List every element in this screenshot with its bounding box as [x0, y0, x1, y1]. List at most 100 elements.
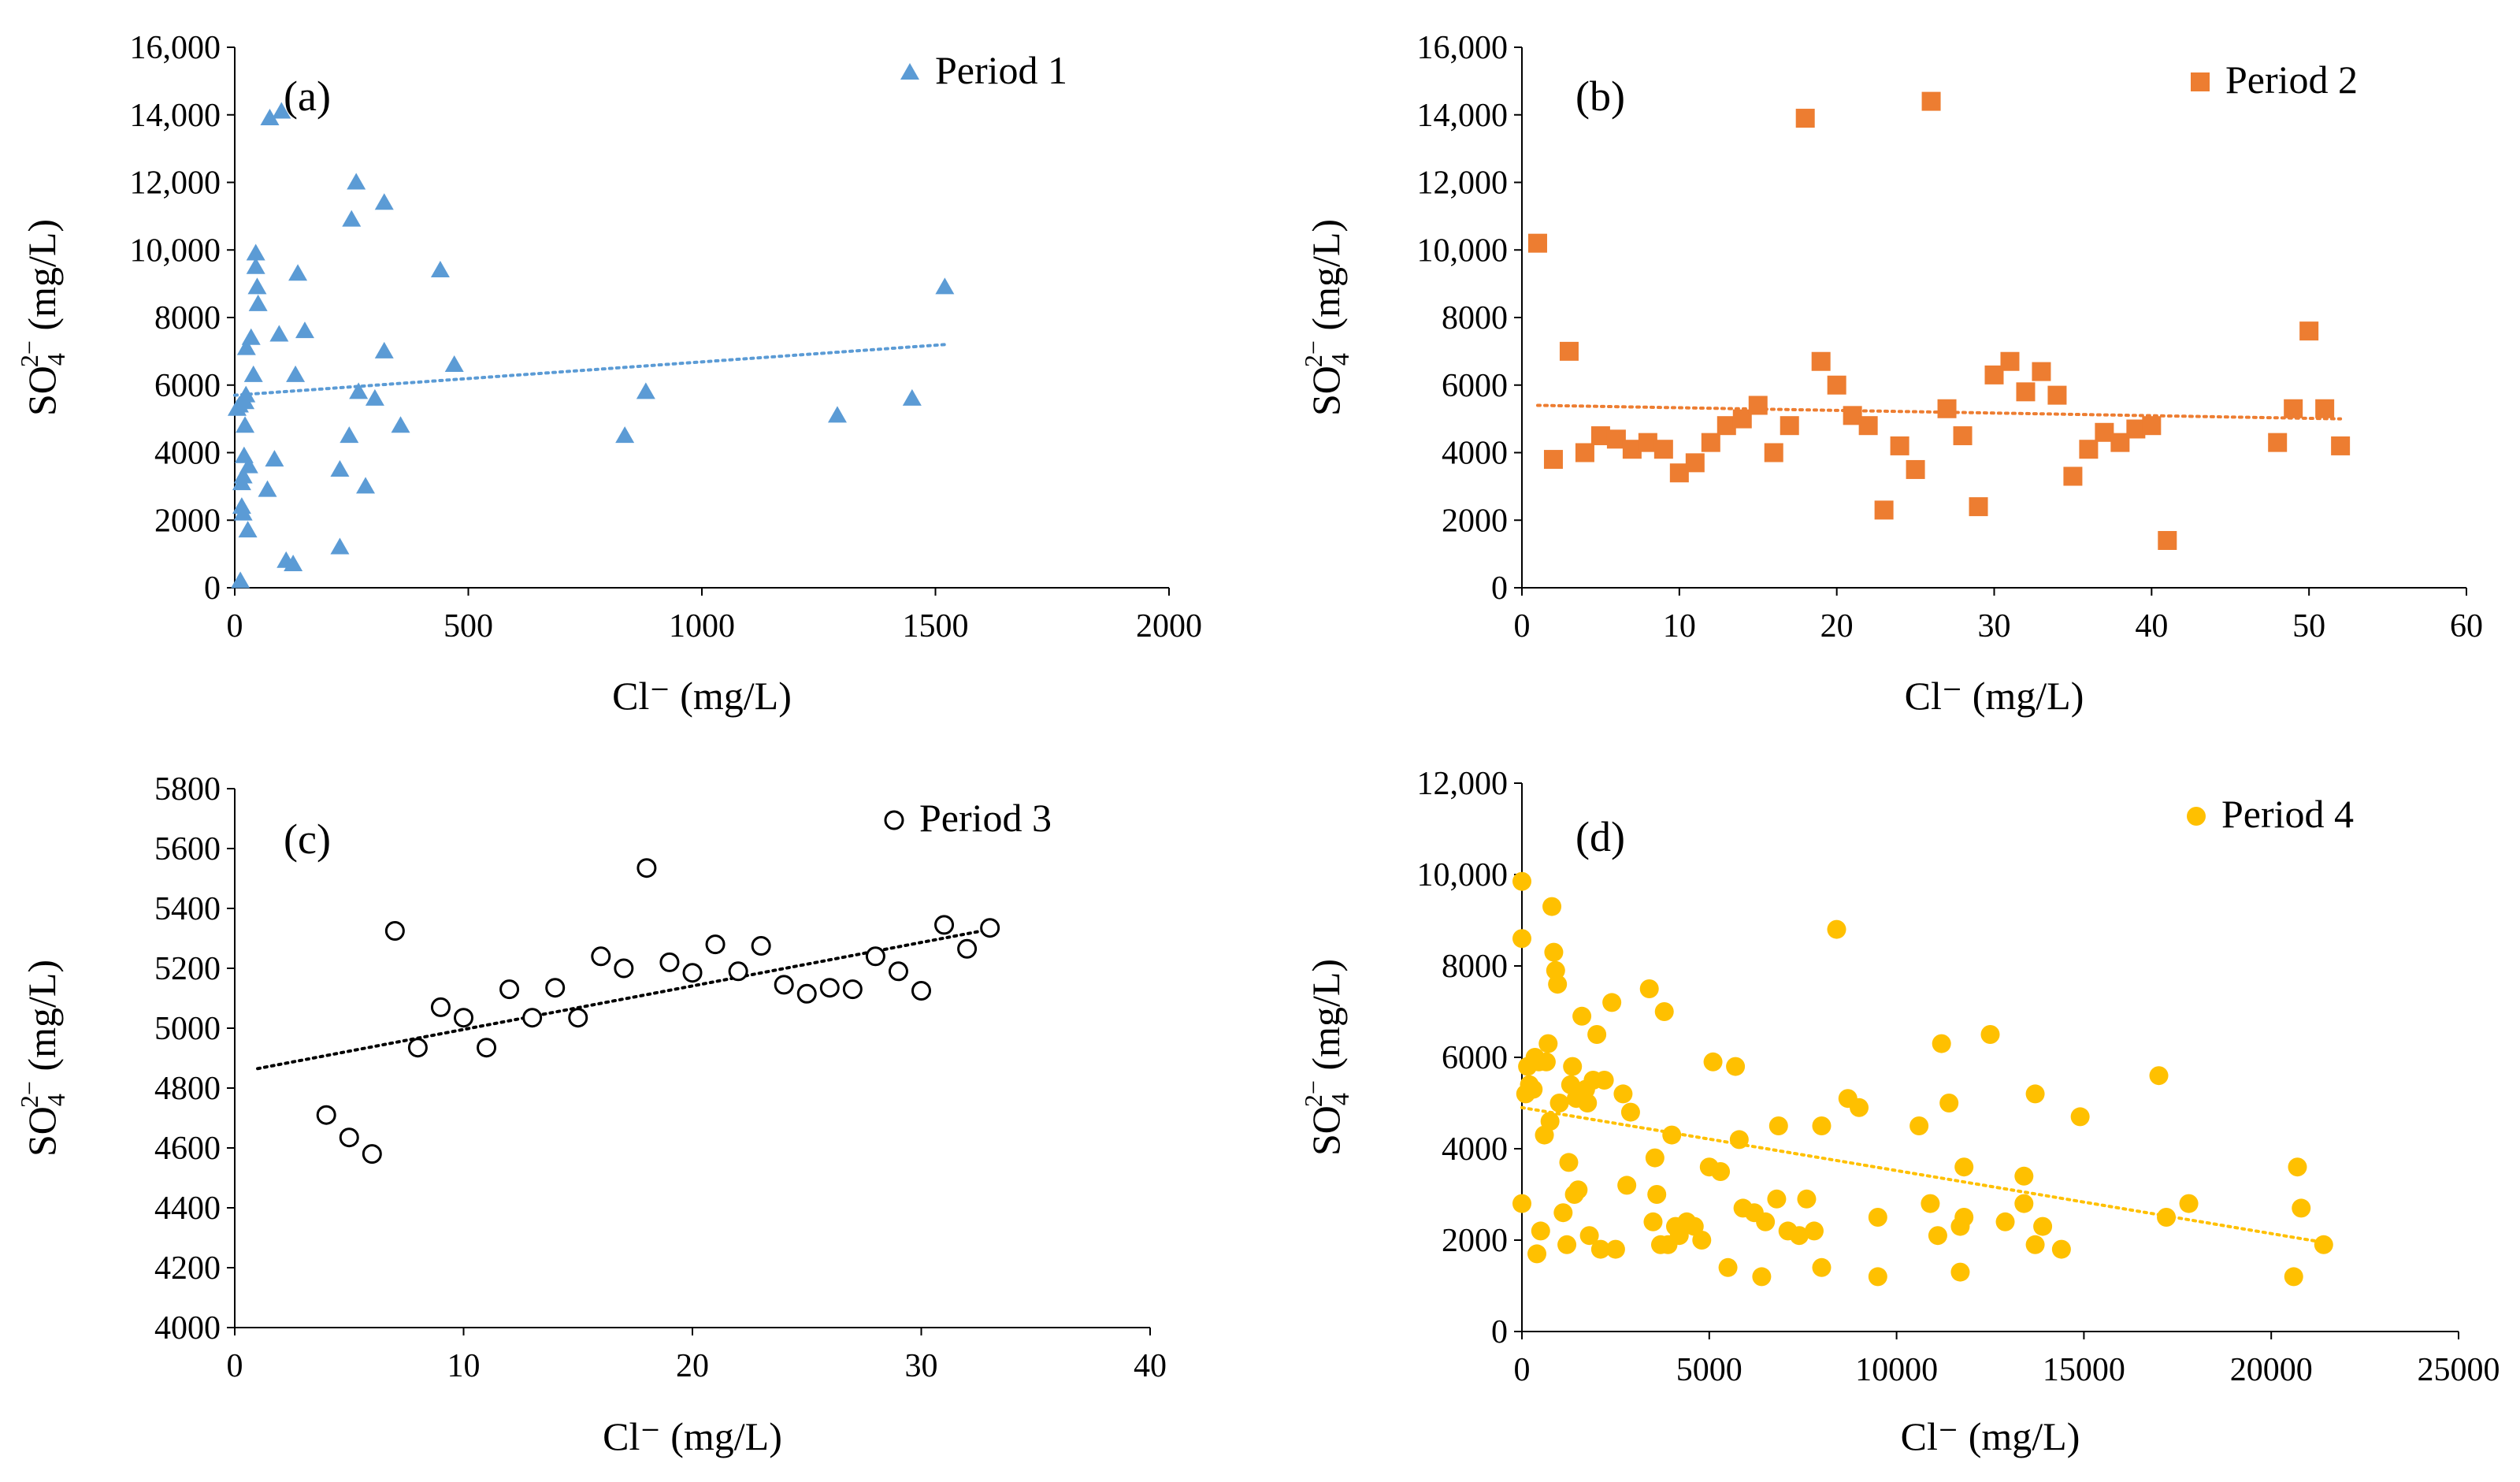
data-point	[1645, 1148, 1665, 1168]
data-point	[272, 102, 291, 119]
data-point	[1950, 1262, 1970, 1282]
data-point	[2016, 382, 2036, 402]
data-point	[316, 1105, 336, 1125]
data-point	[1639, 979, 1659, 998]
data-point	[1563, 1057, 1583, 1076]
data-point	[614, 958, 634, 979]
data-point	[2288, 1157, 2307, 1177]
y-tick-label: 2000	[154, 503, 221, 539]
data-point	[2051, 1239, 2071, 1259]
y-tick-label: 10,000	[1417, 857, 1509, 893]
data-point	[241, 328, 261, 345]
legend-marker	[900, 63, 919, 80]
data-point	[1578, 1094, 1598, 1112]
data-point	[1858, 416, 1878, 436]
data-point	[247, 277, 267, 295]
data-point	[231, 571, 251, 589]
data-point	[980, 918, 1000, 938]
data-point	[477, 1038, 497, 1058]
x-tick-label: 500	[444, 608, 493, 644]
data-point	[1804, 1221, 1824, 1241]
data-point	[1827, 919, 1846, 939]
data-point	[774, 975, 794, 995]
data-point	[1795, 109, 1815, 128]
y-tick-label: 5200	[154, 951, 221, 987]
data-point	[1647, 1185, 1667, 1204]
data-point	[232, 497, 251, 514]
y-tick-label: 5400	[154, 891, 221, 927]
data-point	[1939, 1094, 1959, 1112]
x-tick-label: 10000	[1855, 1352, 1938, 1388]
data-point	[269, 325, 289, 342]
y-tick-label: 12,000	[1417, 766, 1509, 802]
chart-panel-1: 0 2000 4000 6000 8000 10,000 12,000 14,000 16,00…	[15, 30, 1202, 718]
panel-tag: (d)	[1575, 813, 1625, 860]
data-point	[233, 503, 253, 521]
y-tick-label: 16,000	[1417, 30, 1509, 66]
data-point	[1549, 1094, 1569, 1112]
y-tick-label: 4000	[1442, 1131, 1508, 1168]
panel-tag: (a)	[284, 72, 331, 120]
data-point	[430, 260, 450, 277]
y-tick-label: 14,000	[1417, 98, 1509, 134]
data-point	[374, 341, 394, 358]
data-point	[2331, 436, 2351, 455]
data-point	[1559, 1153, 1579, 1172]
y-tick-label: 6000	[1442, 368, 1508, 404]
data-point	[522, 1008, 543, 1028]
data-point	[2292, 1198, 2311, 1218]
legend-label: Period 4	[2221, 792, 2354, 836]
x-tick-label: 40	[1134, 1348, 1167, 1384]
data-point	[1557, 1235, 1577, 1254]
data-point	[1767, 1189, 1787, 1209]
x-tick-label: 50	[2292, 608, 2325, 644]
x-tick-label: 60	[2450, 608, 2483, 644]
data-point	[1568, 1180, 1588, 1200]
data-point	[246, 243, 265, 261]
data-point	[545, 978, 566, 998]
x-axis-label: Cl⁻ (mg/L)	[1905, 674, 2084, 718]
data-point	[384, 921, 405, 941]
data-point	[1921, 91, 1941, 111]
data-point	[243, 365, 263, 382]
data-point	[1812, 1257, 1832, 1277]
y-tick-label: 4000	[1442, 436, 1508, 472]
data-point	[239, 456, 258, 474]
y-tick-label: 5600	[154, 831, 221, 867]
data-point	[2315, 399, 2335, 418]
data-point	[349, 382, 369, 399]
data-point	[347, 173, 366, 190]
data-point	[2299, 321, 2319, 341]
data-point	[1594, 1071, 1614, 1090]
trendline	[1535, 403, 2343, 421]
data-point	[636, 858, 657, 878]
data-point	[1606, 429, 1626, 449]
data-point	[330, 537, 350, 555]
data-point	[2047, 385, 2067, 405]
data-point	[365, 388, 384, 406]
data-point	[342, 210, 362, 227]
data-point	[1553, 1203, 1573, 1223]
data-point	[1692, 1231, 1712, 1250]
legend-marker	[2187, 807, 2206, 826]
data-point	[659, 952, 680, 972]
data-point	[236, 338, 256, 355]
data-point	[1718, 1257, 1738, 1277]
data-point	[236, 416, 255, 433]
x-tick-label: 20	[1820, 608, 1854, 644]
data-point	[636, 382, 655, 399]
x-axis-label: Cl⁻ (mg/L)	[1901, 1414, 2080, 1458]
data-point	[265, 450, 284, 467]
data-point	[1512, 929, 1531, 949]
legend-label: Period 2	[2225, 58, 2358, 102]
x-tick-label: 5000	[1676, 1352, 1742, 1388]
data-point	[591, 946, 611, 967]
data-point	[1868, 1208, 1887, 1227]
y-axis-label: SO42− (mg/L)	[1299, 959, 1354, 1156]
data-point	[2158, 530, 2177, 550]
data-point	[2000, 351, 2020, 371]
y-tick-label: 6000	[154, 368, 221, 404]
data-point	[1768, 1116, 1788, 1135]
data-point	[2025, 1084, 2045, 1104]
